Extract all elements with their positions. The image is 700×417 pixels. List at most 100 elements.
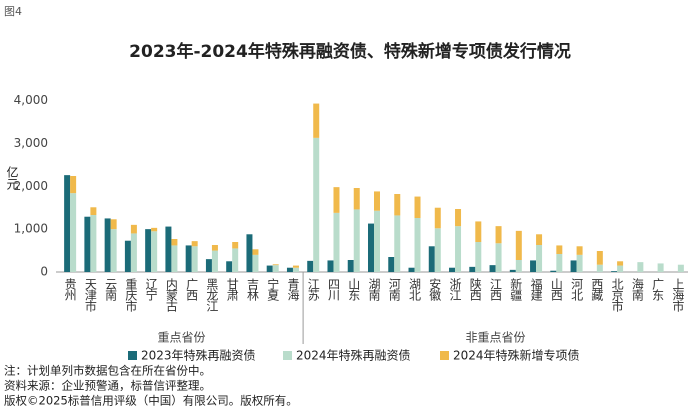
x-tick-label: 福建: [529, 277, 543, 302]
bar: [151, 227, 158, 232]
bar: [596, 251, 603, 265]
x-tick-label: 北京市: [610, 278, 624, 312]
bar: [388, 257, 395, 272]
x-tick-label: 河北: [570, 278, 584, 302]
x-tick-label: 新疆: [509, 277, 523, 301]
bar: [333, 187, 340, 213]
chart-title: 2023年-2024年特殊再融资债、特殊新增专项债发行情况: [129, 41, 571, 62]
x-tick-label: 海南: [630, 277, 644, 301]
x-tick-label: 宁夏: [266, 277, 280, 301]
bar: [333, 212, 340, 272]
y-tick-label: 0: [40, 265, 48, 279]
bar: [374, 210, 380, 272]
bar: [327, 260, 334, 272]
bar: [469, 266, 476, 272]
bar: [414, 218, 421, 272]
group-label: 非重点省份: [466, 331, 526, 345]
y-axis-label: 亿元: [5, 165, 19, 191]
bar: [165, 226, 172, 272]
x-tick-label: 湖南: [367, 277, 381, 301]
x-tick-label: 贵州: [63, 278, 77, 301]
bar: [495, 226, 502, 244]
y-tick-label: 4,000: [14, 93, 48, 107]
bar: [576, 254, 583, 272]
bar: [171, 245, 178, 272]
bar: [292, 265, 299, 268]
bar: [313, 103, 320, 138]
x-tick-label: 吉林: [245, 278, 259, 301]
bar: [556, 245, 563, 254]
bar: [90, 215, 97, 272]
note: 版权©2025标普信用评级（中国）有限公司。版权所有。: [4, 394, 298, 408]
x-tick-label: 江苏: [306, 278, 320, 301]
bar: [110, 229, 117, 272]
x-tick-label: 四川: [326, 278, 340, 301]
x-tick-label: 甘肃: [225, 278, 239, 302]
x-tick-label: 西藏: [590, 278, 604, 302]
bar: [414, 196, 421, 218]
x-tick-label: 湖北: [408, 277, 422, 302]
bar: [455, 226, 462, 272]
bar: [272, 264, 279, 266]
bar: [130, 224, 137, 234]
y-tick-label: 2,000: [14, 179, 48, 193]
bar: [211, 245, 218, 251]
x-tick-label: 陕西: [468, 277, 482, 301]
bar: [252, 254, 259, 272]
bar: [205, 259, 212, 272]
y-tick-label: 1,000: [14, 222, 48, 236]
x-tick-label: 青海: [286, 278, 300, 301]
bar: [130, 233, 137, 272]
x-tick-label: 辽宁: [144, 278, 158, 301]
x-tick-label: 内蒙古: [164, 278, 178, 312]
bar: [570, 260, 577, 272]
bar: [536, 234, 543, 245]
x-tick-label: 浙江: [448, 278, 462, 301]
bar: [151, 231, 158, 272]
bar: [550, 270, 557, 272]
bar: [246, 234, 253, 272]
bar: [637, 262, 644, 272]
bar: [171, 239, 178, 246]
bar: [434, 228, 441, 272]
group-label: 重点省份: [158, 331, 206, 345]
bar: [232, 248, 239, 272]
x-tick-label: 天津市: [83, 278, 97, 312]
bar: [515, 230, 522, 260]
x-tick-label: 广西: [185, 278, 199, 301]
bar: [394, 215, 401, 272]
bar: [536, 245, 543, 272]
bar: [617, 261, 624, 266]
bar: [104, 218, 111, 272]
x-tick-label: 广东: [651, 278, 665, 301]
bar: [347, 260, 354, 272]
bar: [428, 246, 435, 272]
bar: [211, 250, 218, 272]
bar: [272, 265, 279, 272]
legend-label: 2024年特殊新增专项债: [453, 348, 580, 363]
bar: [434, 207, 441, 229]
x-tick-label: 江西: [489, 278, 503, 301]
bar: [185, 245, 192, 272]
x-tick-label: 山西: [549, 278, 563, 301]
bar: [226, 261, 233, 272]
x-tick-label: 黑龙江: [205, 278, 219, 312]
bar: [70, 176, 77, 194]
bar: [110, 219, 117, 230]
x-tick-label: 上海市: [671, 278, 685, 312]
x-tick-label: 重庆市: [124, 278, 138, 312]
bar: [596, 264, 603, 272]
bar: [368, 223, 374, 272]
legend-label: 2023年特殊再融资债: [141, 348, 256, 363]
bar: [408, 267, 415, 272]
bar: [509, 269, 516, 272]
x-tick-label: 云南: [104, 278, 118, 301]
legend-swatch: [128, 351, 137, 360]
bar: [449, 267, 456, 272]
x-tick-label: 山东: [347, 278, 361, 301]
x-tick-label: 河南: [387, 278, 401, 301]
bar: [611, 271, 618, 272]
x-tick-label: 安徽: [428, 277, 442, 301]
y-tick-label: 3,000: [14, 136, 48, 150]
bar: [576, 246, 583, 255]
